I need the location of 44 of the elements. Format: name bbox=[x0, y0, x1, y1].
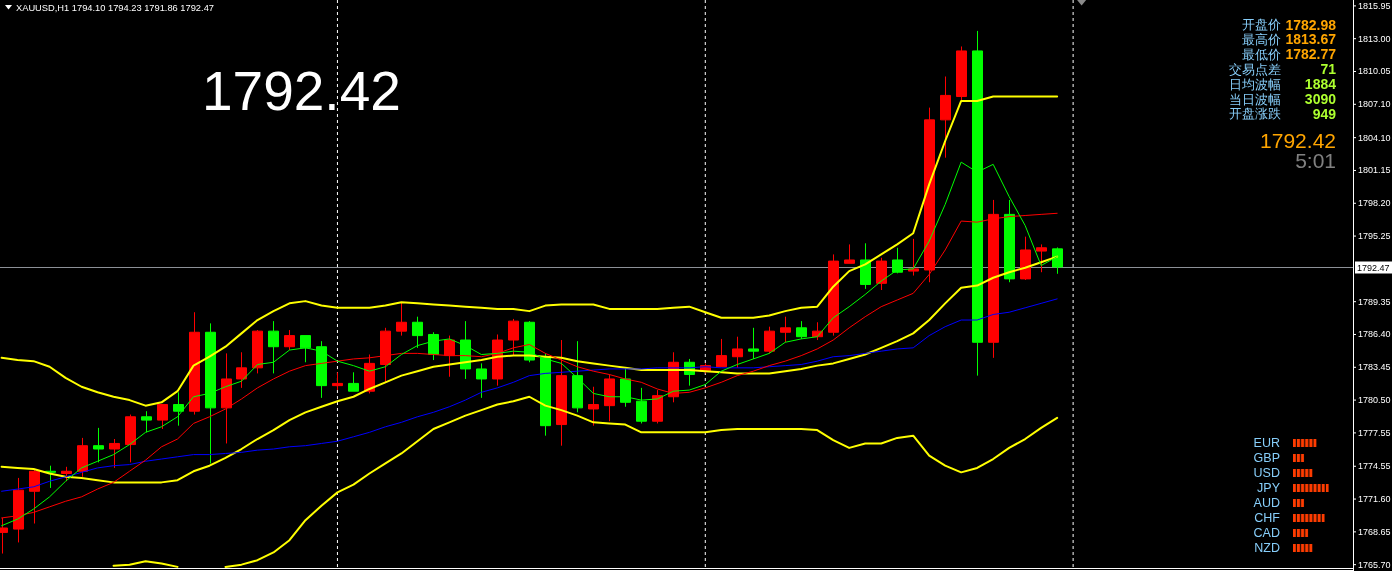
text: 1782.98 bbox=[1285, 16, 1337, 33]
y-tick-label: 1771.60 bbox=[1358, 494, 1391, 505]
text: 开盘涨跌 bbox=[1229, 106, 1281, 122]
y-tick-label: 1801.15 bbox=[1358, 165, 1391, 176]
y-tick-label: 1804.10 bbox=[1358, 132, 1391, 143]
y-tick-label: 1774.55 bbox=[1358, 461, 1391, 472]
y-tick-label: JPY bbox=[1257, 481, 1281, 495]
text: 1792.42 bbox=[1260, 128, 1336, 152]
text: 开盘价 bbox=[1242, 17, 1281, 32]
text: 71 bbox=[1320, 61, 1337, 78]
text: 当日波幅 bbox=[1229, 91, 1281, 107]
y-tick-label: NZD bbox=[1254, 541, 1280, 555]
text: 1782.77 bbox=[1285, 46, 1337, 63]
y-tick-label: 1810.05 bbox=[1358, 66, 1391, 77]
y-tick-label: 1777.55 bbox=[1358, 427, 1391, 438]
y-tick-label: 1798.20 bbox=[1358, 198, 1391, 209]
ref-line-label: 1792.47 bbox=[1357, 262, 1390, 273]
text: 最低价 bbox=[1242, 46, 1281, 62]
y-tick-label: 1813.00 bbox=[1358, 33, 1391, 44]
text: 1813.67 bbox=[1285, 31, 1337, 48]
text: 3090 bbox=[1304, 91, 1337, 107]
y-tick-label: 1807.10 bbox=[1358, 99, 1391, 110]
y-tick-label: 1789.35 bbox=[1358, 296, 1391, 307]
text: 5:01 bbox=[1295, 149, 1336, 172]
y-tick-label: 1815.95 bbox=[1358, 0, 1391, 11]
y-tick-label: EUR bbox=[1253, 436, 1280, 450]
y-tick-label: AUD bbox=[1253, 496, 1280, 510]
y-tick-label: 1765.70 bbox=[1358, 559, 1391, 570]
y-tick-label: 1786.40 bbox=[1358, 329, 1391, 340]
y-tick-label: GBP bbox=[1253, 451, 1280, 465]
y-tick-label: CAD bbox=[1253, 526, 1280, 540]
y-tick-label: USD bbox=[1253, 466, 1280, 480]
text: 最高价 bbox=[1242, 31, 1281, 47]
y-tick-label: 1780.50 bbox=[1358, 395, 1391, 406]
y-tick-label: 1795.25 bbox=[1358, 231, 1391, 242]
y-tick-label: 1783.45 bbox=[1358, 362, 1391, 373]
y-tick-label: 1768.65 bbox=[1358, 526, 1391, 537]
chart-title: XAUUSD,H1 1794.10 1794.23 1791.86 1792.47 bbox=[16, 3, 214, 13]
text: 交易点差 bbox=[1229, 61, 1281, 77]
y-tick-label: CHF bbox=[1254, 511, 1281, 525]
text: 日均波幅 bbox=[1229, 76, 1281, 92]
text: 949 bbox=[1312, 105, 1337, 122]
text: 1884 bbox=[1304, 76, 1337, 93]
annotation: 1792.42 bbox=[202, 60, 401, 122]
